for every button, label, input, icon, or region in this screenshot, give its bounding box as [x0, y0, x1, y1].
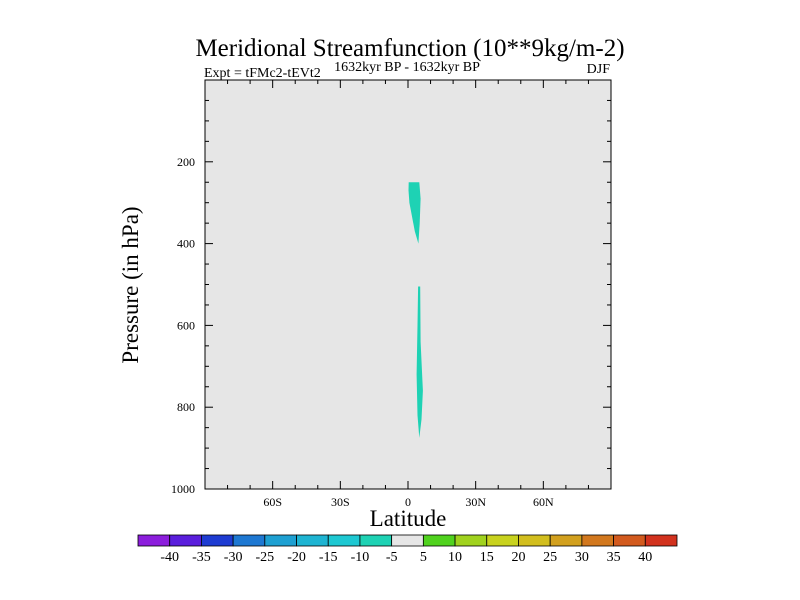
colorbar — [137, 534, 678, 547]
colorbar-swatch — [137, 534, 171, 547]
colorbar-swatch — [454, 534, 488, 547]
colorbar-swatch — [169, 534, 202, 547]
x-tick-label: 30N — [465, 495, 486, 509]
x-tick-label: 60S — [263, 495, 282, 509]
experiment-label: Expt = tFMc2-tEVt2 — [204, 66, 321, 81]
colorbar-label: -5 — [386, 550, 398, 565]
y-tick-label: 1000 — [171, 482, 195, 496]
colorbar-label: 5 — [420, 550, 427, 565]
colorbar-label: 15 — [480, 550, 494, 565]
colorbar-label: -15 — [319, 550, 338, 565]
y-tick-label: 200 — [177, 155, 195, 169]
chart-title: Meridional Streamfunction (10**9kg/m-2) — [195, 35, 624, 62]
colorbar-swatch — [232, 534, 266, 547]
colorbar-swatch — [581, 534, 614, 547]
colorbar-label: -10 — [351, 550, 370, 565]
colorbar-swatch — [359, 534, 393, 547]
period-label: 1632kyr BP - 1632kyr BP — [334, 60, 480, 75]
contour-regions — [408, 182, 423, 438]
lower-negative-cell — [416, 286, 423, 438]
x-tick-label: 60N — [533, 495, 554, 509]
colorbar-swatch — [422, 534, 456, 547]
colorbar-label: 30 — [575, 550, 589, 565]
colorbar-swatch — [296, 534, 329, 547]
colorbar-swatch — [264, 534, 297, 547]
y-tick-label: 400 — [177, 237, 195, 251]
colorbar-swatch — [613, 534, 646, 547]
colorbar-swatch — [644, 534, 678, 547]
colorbar-label: -35 — [192, 550, 211, 565]
colorbar-label: 40 — [638, 550, 652, 565]
plot-background — [205, 80, 611, 489]
x-tick-labels: 60S 30S 0 30N 60N — [263, 495, 554, 509]
colorbar-swatch — [201, 534, 234, 547]
colorbar-labels: -40 -35 -30 -25 -20 -15 -10 -5 5 10 15 20 25 30 35 40 — [160, 550, 652, 565]
y-tick-label: 600 — [177, 318, 195, 332]
upper-negative-cell — [408, 182, 421, 244]
colorbar-swatch — [327, 534, 361, 547]
x-tick-label: 30S — [331, 495, 350, 509]
colorbar-label: 10 — [448, 550, 462, 565]
colorbar-label: -40 — [160, 550, 179, 565]
colorbar-swatch — [486, 534, 519, 547]
y-tick-labels: 200 400 600 800 1000 — [171, 155, 195, 496]
colorbar-label: -20 — [287, 550, 306, 565]
y-axis-label: Pressure (in hPa) — [118, 206, 143, 363]
colorbar-label: 35 — [607, 550, 621, 565]
colorbar-label: 25 — [543, 550, 557, 565]
colorbar-swatch — [549, 534, 583, 547]
y-tick-label: 800 — [177, 400, 195, 414]
colorbar-label: 20 — [511, 550, 525, 565]
colorbar-swatch — [518, 534, 551, 547]
colorbar-swatch — [391, 534, 424, 547]
x-tick-label: 0 — [405, 495, 411, 509]
x-axis-label: Latitude — [370, 506, 447, 531]
season-label: DJF — [587, 62, 611, 77]
axis-ticks — [204, 79, 612, 490]
colorbar-label: -30 — [224, 550, 243, 565]
colorbar-label: -25 — [255, 550, 274, 565]
